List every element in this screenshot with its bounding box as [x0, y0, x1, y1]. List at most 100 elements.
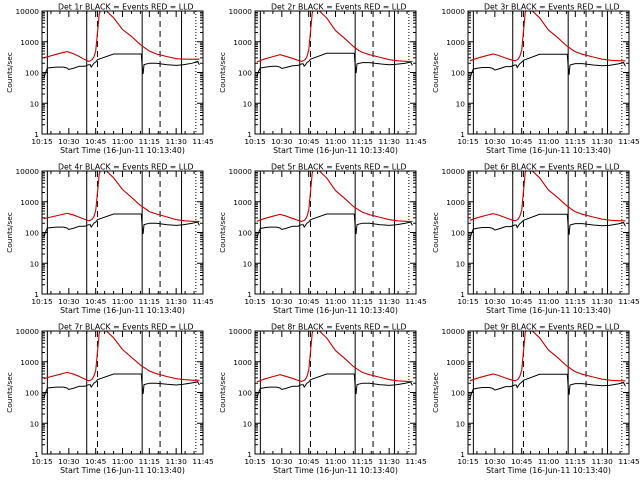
- y-axis-label: Counts/sec: [5, 372, 14, 413]
- x-tick-label: 10:45: [85, 297, 107, 306]
- y-tick-label: 1000: [233, 38, 252, 47]
- x-tick-label: 11:45: [405, 297, 427, 306]
- x-tick-label: 11:45: [192, 137, 214, 146]
- x-axis-label: Start Time (16-Jun-11 10:13:40): [60, 306, 185, 315]
- x-tick-label: 11:15: [565, 457, 587, 466]
- x-tick-label: 11:15: [139, 137, 161, 146]
- detector-panel: Det 9r BLACK = Events RED = LLD 1 10 100 100…: [431, 323, 640, 476]
- plot-frame: [254, 10, 417, 135]
- detector-panel: Det 6r BLACK = Events RED = LLD 1 10 100 100…: [431, 163, 640, 316]
- x-tick-label: 11:30: [166, 457, 188, 466]
- y-tick-label: 100: [25, 229, 39, 238]
- x-tick-label: 10:30: [484, 297, 506, 306]
- x-tick-label: 11:45: [618, 457, 640, 466]
- y-tick-label: 10: [456, 259, 466, 268]
- x-axis-label: Start Time (16-Jun-11 10:13:40): [60, 466, 185, 475]
- y-axis-label: Counts/sec: [218, 212, 227, 253]
- y-axis-label: Counts/sec: [431, 52, 440, 93]
- panel-title: Det 3r BLACK = Events RED = LLD: [484, 3, 620, 12]
- x-tick-label: 10:45: [85, 457, 107, 466]
- y-tick-label: 1: [247, 450, 252, 459]
- detector-panel: Det 1r BLACK = Events RED = LLD 1 10 100 100…: [5, 3, 214, 156]
- panel-title: Det 2r BLACK = Events RED = LLD: [271, 3, 407, 12]
- x-axis-label: Start Time (16-Jun-11 10:13:40): [273, 466, 398, 475]
- x-tick-label: 11:45: [405, 457, 427, 466]
- x-tick-label: 10:15: [457, 297, 479, 306]
- x-tick-label: 10:30: [271, 457, 293, 466]
- series-line-lld: [43, 11, 200, 62]
- y-axis-label: Counts/sec: [5, 212, 14, 253]
- series-line-lld: [256, 331, 413, 383]
- y-tick-label: 1: [34, 130, 39, 139]
- detector-panel: Det 8r BLACK = Events RED = LLD 1 10 100 100…: [218, 323, 427, 476]
- detector-panel: Det 2r BLACK = Events RED = LLD 1 10 100 100…: [218, 3, 427, 156]
- x-tick-label: 11:30: [379, 137, 401, 146]
- x-tick-label: 11:15: [352, 297, 374, 306]
- x-tick-label: 11:15: [352, 137, 374, 146]
- y-tick-label: 10: [243, 259, 253, 268]
- x-tick-label: 11:00: [325, 297, 347, 306]
- y-tick-label: 1000: [446, 358, 465, 367]
- y-tick-label: 1000: [20, 198, 39, 207]
- x-tick-label: 10:30: [484, 457, 506, 466]
- y-tick-label: 1: [247, 290, 252, 299]
- y-tick-label: 100: [25, 389, 39, 398]
- x-tick-label: 10:45: [85, 137, 107, 146]
- x-tick-label: 11:15: [139, 457, 161, 466]
- series-line-lld: [469, 171, 626, 222]
- detector-panel: Det 3r BLACK = Events RED = LLD 1 10 100 100…: [431, 3, 640, 156]
- x-axis-label: Start Time (16-Jun-11 10:13:40): [60, 146, 185, 155]
- series-line-events: [469, 53, 626, 80]
- series-line-events: [43, 373, 200, 399]
- series-line-lld: [43, 331, 200, 382]
- y-tick-label: 10: [30, 99, 40, 108]
- x-tick-label: 11:30: [166, 137, 188, 146]
- x-tick-label: 11:00: [325, 457, 347, 466]
- x-tick-label: 10:30: [58, 137, 80, 146]
- x-axis-label: Start Time (16-Jun-11 10:13:40): [273, 146, 398, 155]
- series-line-lld: [256, 11, 413, 63]
- y-tick-label: 10000: [228, 327, 252, 336]
- detector-panel: Det 5r BLACK = Events RED = LLD 1 10 100 100…: [218, 163, 427, 316]
- x-tick-label: 10:45: [298, 457, 320, 466]
- y-tick-label: 10000: [441, 7, 465, 16]
- y-axis-label: Counts/sec: [218, 52, 227, 93]
- series-line-events: [469, 213, 626, 240]
- x-axis-label: Start Time (16-Jun-11 10:13:40): [273, 306, 398, 315]
- x-tick-label: 10:15: [244, 457, 266, 466]
- panel-title: Det 1r BLACK = Events RED = LLD: [58, 3, 194, 12]
- x-tick-label: 11:00: [112, 137, 134, 146]
- y-tick-label: 10: [243, 99, 253, 108]
- x-axis-label: Start Time (16-Jun-11 10:13:40): [486, 146, 611, 155]
- y-tick-label: 10: [456, 419, 466, 428]
- y-axis-label: Counts/sec: [431, 372, 440, 413]
- y-tick-label: 1: [460, 450, 465, 459]
- y-tick-label: 100: [25, 69, 39, 78]
- y-tick-label: 1: [34, 290, 39, 299]
- y-tick-label: 100: [451, 69, 465, 78]
- x-tick-label: 11:30: [379, 297, 401, 306]
- x-tick-label: 11:00: [112, 297, 134, 306]
- series-line-events: [469, 373, 626, 400]
- x-tick-label: 11:15: [565, 137, 587, 146]
- y-tick-label: 10: [243, 419, 253, 428]
- x-tick-label: 10:30: [58, 457, 80, 466]
- series-line-events: [43, 53, 200, 79]
- y-tick-label: 100: [451, 229, 465, 238]
- x-tick-label: 10:45: [511, 297, 533, 306]
- x-tick-label: 10:15: [457, 137, 479, 146]
- x-tick-label: 11:30: [166, 297, 188, 306]
- detector-panel: Det 7r BLACK = Events RED = LLD 1 10 100 100…: [5, 323, 214, 476]
- y-tick-label: 10000: [15, 327, 39, 336]
- x-tick-label: 10:45: [298, 137, 320, 146]
- y-tick-label: 10: [30, 259, 40, 268]
- x-tick-label: 11:00: [538, 297, 560, 306]
- x-tick-label: 10:30: [271, 137, 293, 146]
- y-tick-label: 1: [34, 450, 39, 459]
- x-axis-label: Start Time (16-Jun-11 10:13:40): [486, 466, 611, 475]
- plot-frame: [254, 170, 417, 295]
- y-tick-label: 1000: [233, 198, 252, 207]
- detector-panel: Det 4r BLACK = Events RED = LLD 1 10 100 100…: [5, 163, 214, 316]
- y-tick-label: 100: [451, 389, 465, 398]
- y-tick-label: 10: [30, 419, 40, 428]
